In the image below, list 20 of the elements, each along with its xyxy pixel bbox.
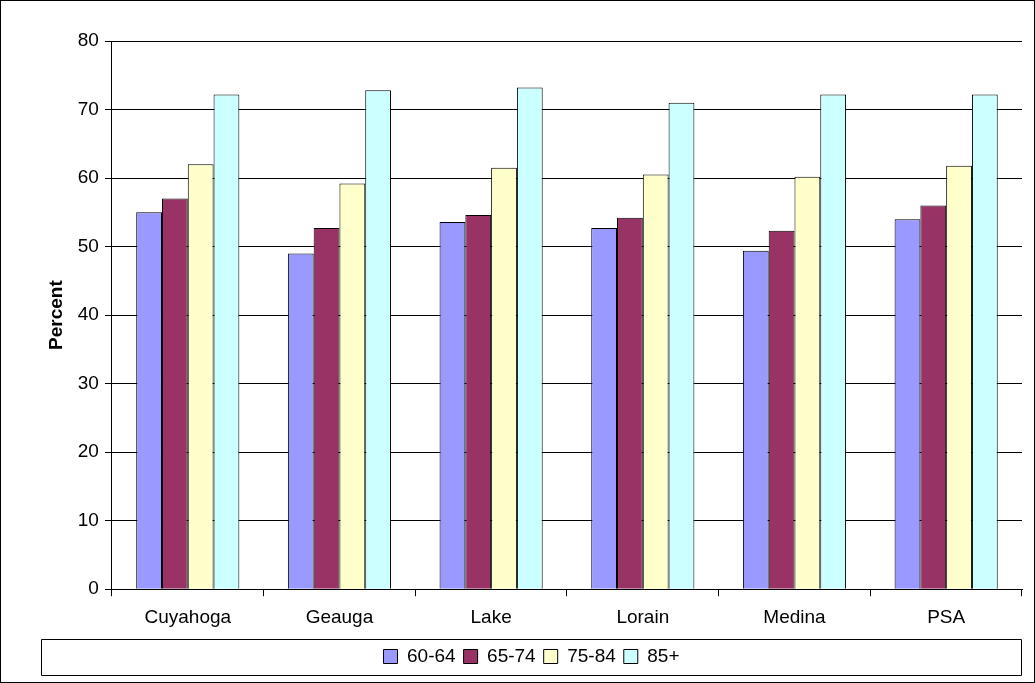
y-tick-label: 60: [77, 166, 99, 188]
y-tick-label: 30: [77, 371, 99, 393]
y-tick-label: 0: [88, 577, 99, 599]
y-tick-label: 50: [77, 234, 99, 256]
legend-label: 60-64: [406, 644, 457, 666]
x-tick-label: PSA: [927, 605, 966, 627]
x-tick-label: Lorain: [616, 605, 670, 627]
y-tick-label: 80: [77, 29, 99, 51]
y-tick-label: 40: [77, 303, 99, 325]
legend-label: 85+: [647, 644, 680, 666]
y-tick-label: 20: [77, 440, 99, 462]
legend-label: 65-74: [487, 644, 537, 666]
y-tick-label: 10: [77, 508, 99, 530]
legend-label: 75-84: [567, 644, 617, 666]
x-tick-label: Cuyahoga: [144, 605, 232, 627]
x-tick-label: Medina: [763, 605, 827, 627]
x-tick-label: Geauga: [305, 605, 374, 627]
x-tick-label: Lake: [470, 605, 512, 627]
y-tick-label: 70: [77, 97, 99, 119]
y-axis-title: Percent: [44, 279, 66, 350]
